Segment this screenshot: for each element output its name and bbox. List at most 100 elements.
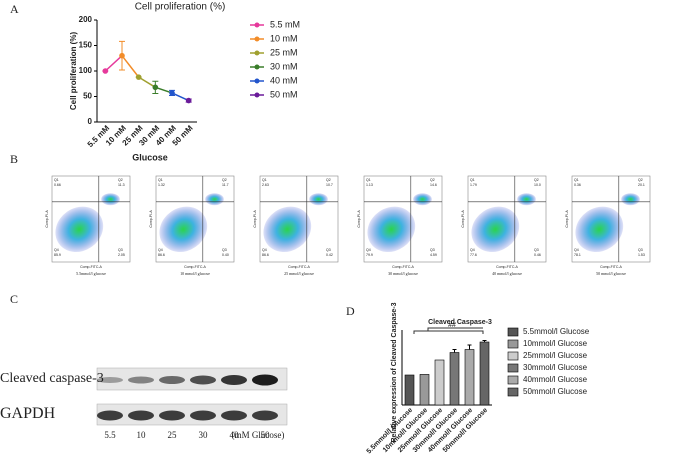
chart-title: Cleaved Caspase-3 [428,319,492,326]
plot-caption: 30 mmol/l glucose [388,271,418,276]
x-axis-label: Comp-FITC-A [80,265,102,269]
quadrant-name: Q4 [574,248,579,252]
quadrant-name: Q1 [158,178,163,182]
blot-band [128,376,154,384]
line-segment [121,55,140,78]
quadrant-name: Q3 [534,248,539,252]
chart-title: Cell proliferation (%) [135,2,226,13]
legend-label: 5.5mmol/l Glucose [523,327,590,336]
quadrant-value: 10.0 [534,183,541,187]
quadrant-value: 0.66 [54,183,61,187]
x-axis-label: Comp-FITC-A [288,265,310,269]
quadrant-value: 77.6 [470,253,477,257]
legend-swatch [507,339,519,349]
quadrant-value: 1.53 [638,253,645,257]
cell-cloud [575,206,624,253]
cell-cloud [159,206,208,253]
legend-marker [254,36,260,42]
line-segment [138,76,156,88]
quadrant-value: 11.7 [222,183,229,187]
legend-swatch [507,351,519,361]
quadrant-name: Q3 [326,248,331,252]
quadrant-name: Q1 [366,178,371,182]
x-axis-label: Comp-FITC-A [392,265,414,269]
panel-label: C [10,292,18,306]
x-axis-label: Comp-FITC-A [184,265,206,269]
error-bar [452,349,457,353]
legend-marker [254,22,260,28]
quadrant-value: 20.1 [638,183,645,187]
legend-marker [254,50,260,56]
x-axis-label: Glucose [132,152,168,162]
quadrant-name: Q4 [262,248,267,252]
quadrant-name: Q2 [534,178,539,182]
cell-cloud [309,193,328,206]
quadrant-name: Q3 [222,248,227,252]
quadrant-value: 14.6 [430,183,437,187]
quadrant-value: 0.42 [326,253,333,257]
y-axis-label: Comp-PI-A [461,210,465,228]
blot-band [190,410,216,421]
lane-label: 40 [230,430,240,440]
quadrant-name: Q3 [118,248,123,252]
quadrant-name: Q4 [54,248,59,252]
bar [419,374,430,406]
quadrant-name: Q3 [430,248,435,252]
legend-label: 30 mM [270,61,298,71]
quadrant-name: Q1 [54,178,59,182]
plot-caption: 50 mmol/l glucose [596,271,626,276]
blot-band [159,410,185,421]
quadrant-name: Q2 [326,178,331,182]
legend-label: 10mmol/l Glucose [523,339,588,348]
x-axis-label: Comp-FITC-A [600,265,622,269]
quadrant-value: 0.36 [574,183,581,187]
lane-label: 25 [168,430,178,440]
y-tick-label: 200 [79,15,93,24]
data-point [135,74,142,80]
cell-cloud [205,193,224,206]
quadrant-name: Q2 [430,178,435,182]
panel-label: A [10,2,19,16]
quadrant-value: 0.40 [222,253,229,257]
plot-caption: 10 mmol/l glucose [180,271,210,276]
cell-cloud [621,193,640,206]
legend-label: 25 mM [270,47,298,57]
y-axis-label: Relative expression of Cleaved Caspase-3 [391,302,398,442]
legend-label: 10 mM [270,33,298,43]
legend-swatch [507,327,519,337]
lane-label: 10 [137,430,147,440]
quadrant-name: Q4 [470,248,475,252]
blot-band [97,377,123,383]
quadrant-value: 85.9 [54,253,61,257]
quadrant-value: 86.6 [158,253,165,257]
legend-label: 50 mM [270,89,298,99]
blot-band [252,410,278,421]
blot-band [221,410,247,421]
blot-band [128,410,154,421]
quadrant-value: 78.1 [574,253,581,257]
data-point [185,97,192,104]
cell-cloud [367,206,416,253]
quadrant-name: Q2 [638,178,643,182]
y-axis-label: Comp-PI-A [565,210,569,228]
quadrant-name: Q4 [158,248,163,252]
plot-caption: 40 mmol/l glucose [492,271,522,276]
legend-label: 25mmol/l Glucose [523,351,588,360]
y-axis-label: Cell proliferation (%) [69,32,78,111]
band-label: GAPDH [0,405,56,422]
band-label: Cleaved caspase-3 [0,371,104,386]
quadrant-value: 1.32 [158,183,165,187]
line-segment [155,86,173,94]
lane-label: 5.5 [104,430,116,440]
y-axis-label: Comp-PI-A [149,210,153,228]
lane-label: 50 [261,430,271,440]
unit-label: (mM Glucose) [232,430,285,440]
quadrant-name: Q1 [262,178,267,182]
legend-marker [254,64,260,70]
blot-band [221,375,247,385]
error-bar [482,340,487,342]
blot-band [190,375,216,385]
annotation: ## [448,322,456,329]
quadrant-value: 0.46 [534,253,541,257]
